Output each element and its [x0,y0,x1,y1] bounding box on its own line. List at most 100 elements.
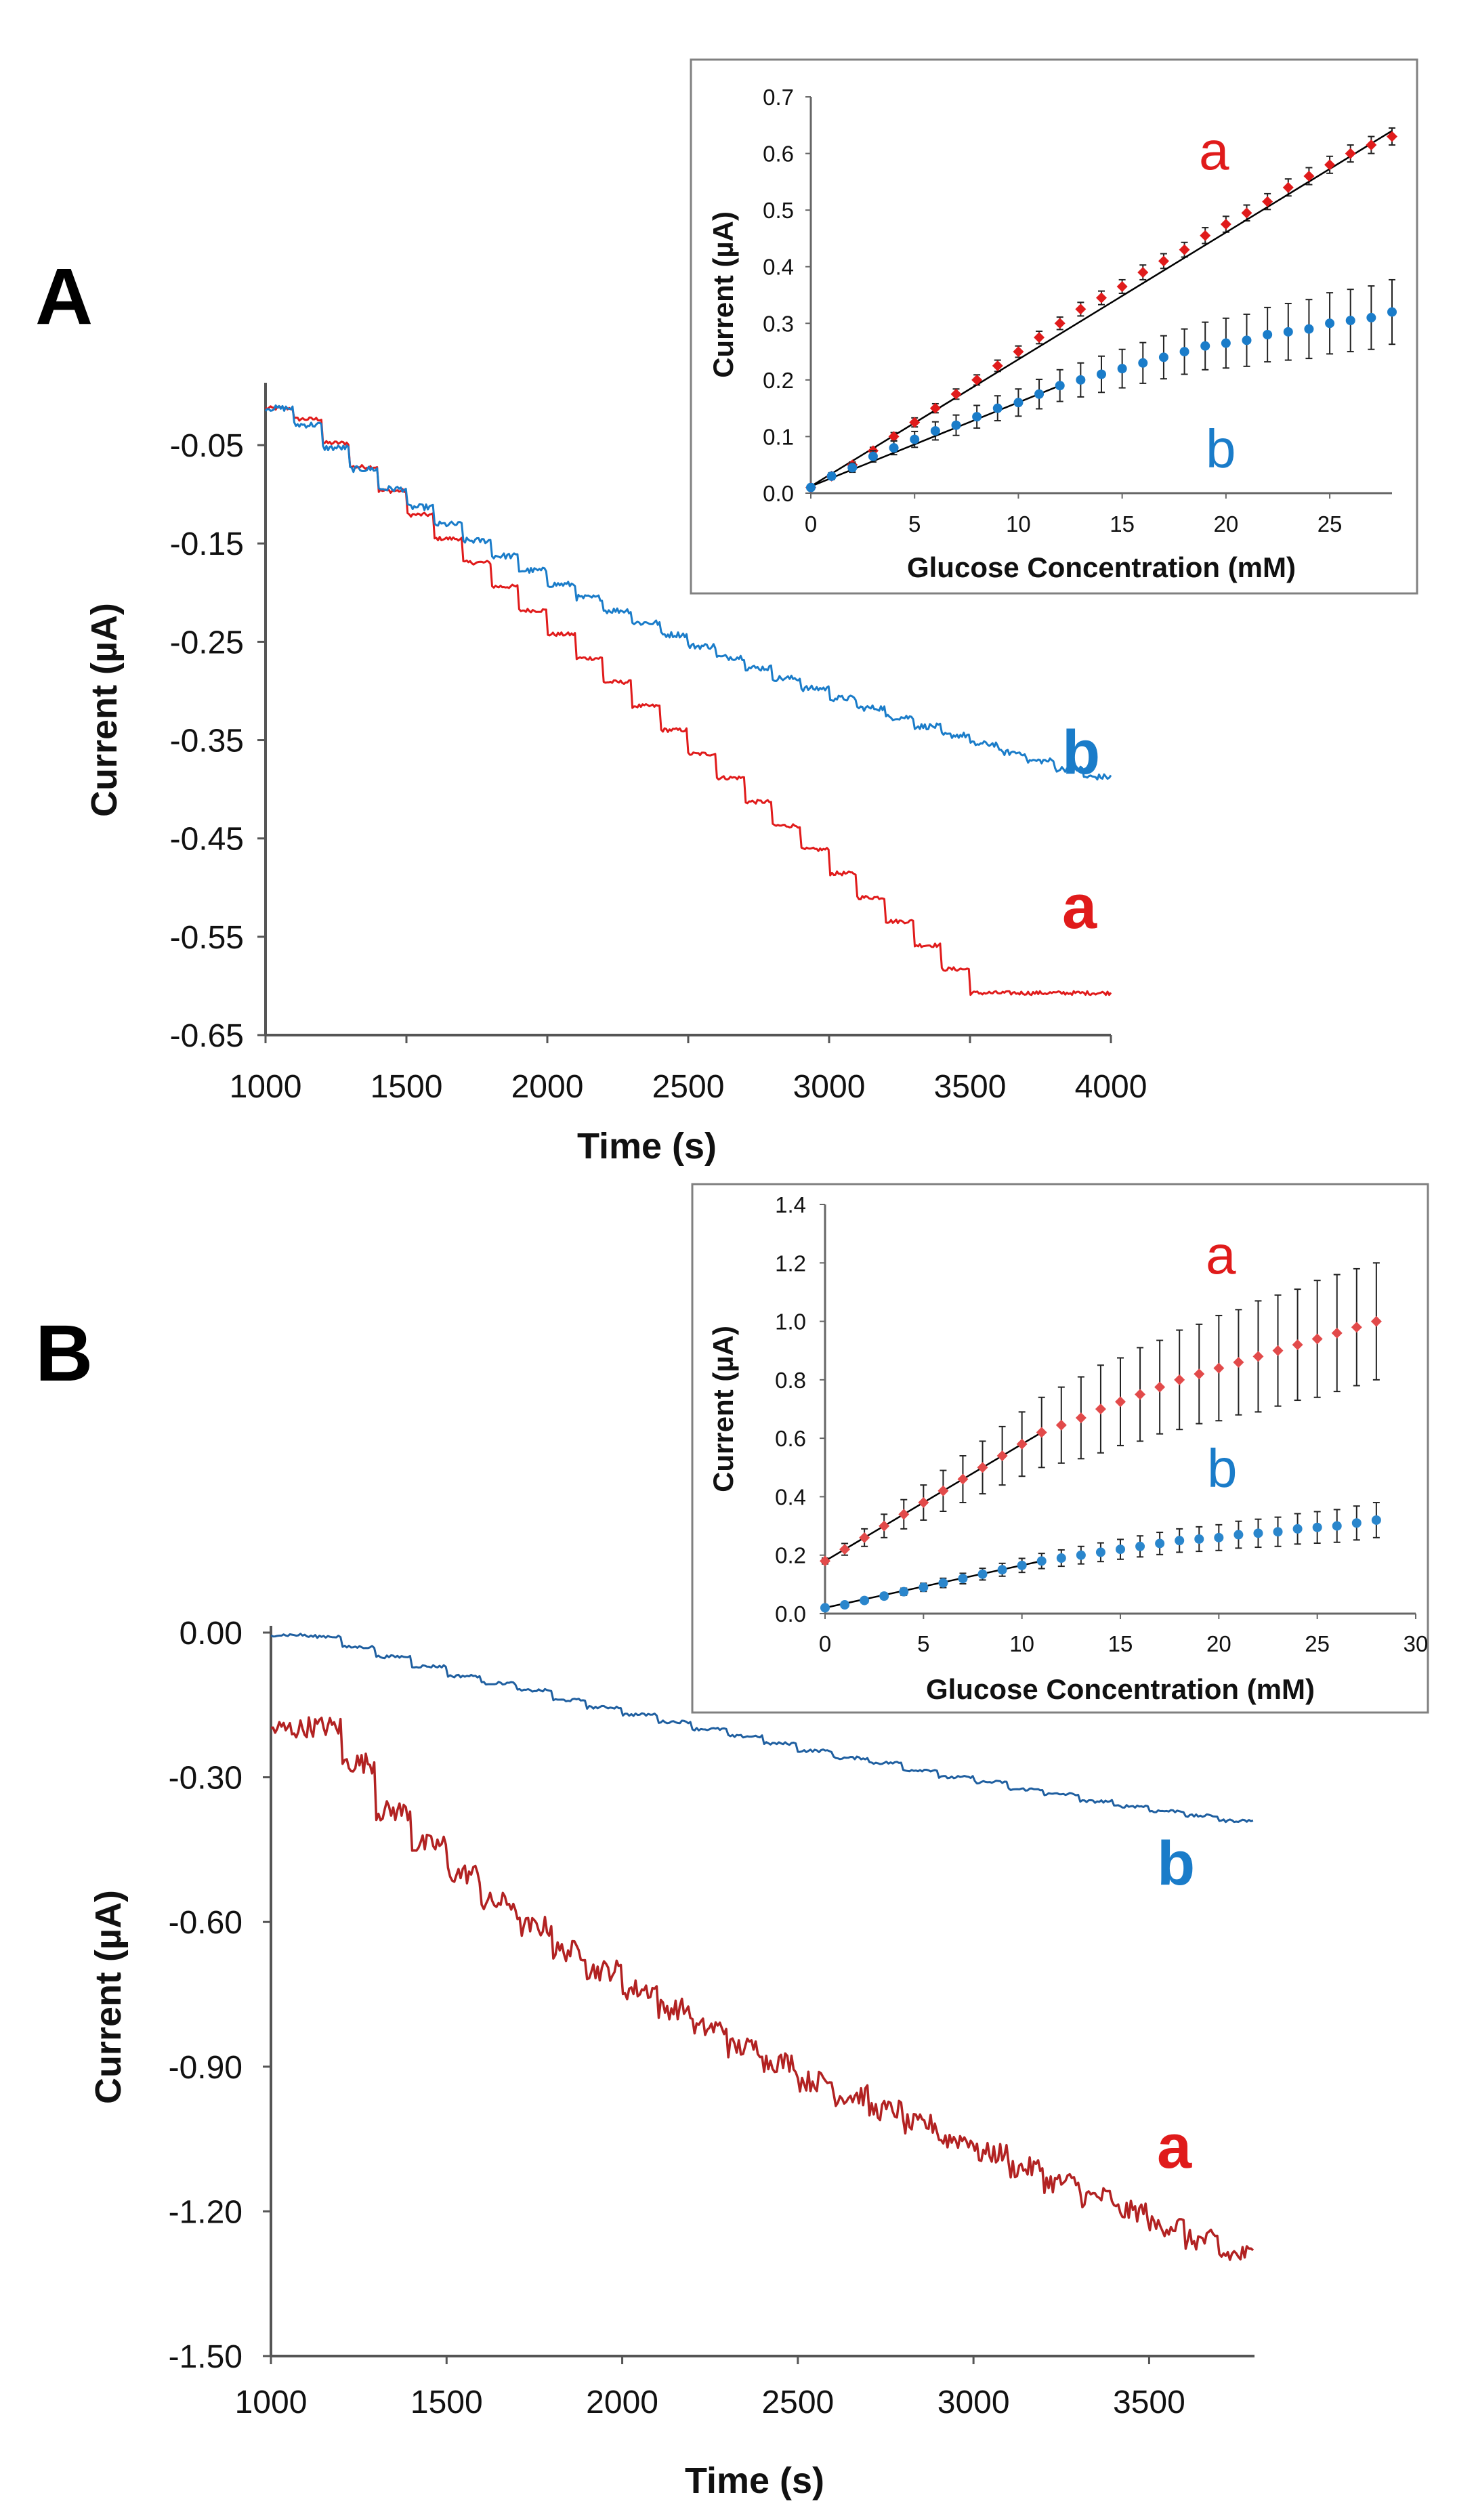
x-tick-label: 2500 [761,2385,834,2420]
series-a-point [888,431,900,442]
x-tick-label: 1000 [230,1069,302,1105]
series-a-trace [270,1716,1254,2261]
series-b-point [1095,1547,1105,1557]
y-tick-label: 0.0 [763,481,794,506]
series-a-point [1055,1419,1067,1431]
series-b-point [1017,1560,1027,1570]
series-b-point [1013,398,1024,408]
series-b-point [1135,1541,1145,1551]
x-tick-label: 10 [1006,511,1031,537]
series-a-point [1054,318,1066,329]
series-b-point [879,1591,889,1601]
series-a-point [1241,207,1252,219]
x-tick-label: 1500 [371,1069,443,1105]
x-tick-label: 3500 [934,1069,1007,1105]
series-b-point [992,403,1003,413]
series-a-point [1034,332,1045,343]
series-a-point [1174,1374,1185,1385]
y-tick-label: -0.25 [170,625,244,660]
inset-series-label-b: b [1206,419,1236,479]
series-b-point [1175,1536,1185,1546]
y-tick-label: 0.2 [763,368,794,393]
panel-a-inset-chart: 0 5 10 15 20 25 0.0 0.1 0.2 0.3 0.4 0.5 0.6 0.7 Gluc… [707,85,1397,583]
series-a-point [929,402,941,414]
series-a-point [1016,1438,1028,1450]
series-b-point [847,463,858,473]
x-tick-labels: 1000 1500 2000 2500 3000 3500 4000 [230,1035,1147,1105]
series-b-point [1371,1515,1381,1525]
inset-y-tick-labels: 0.0 0.2 0.4 0.6 0.8 1.0 1.2 1.4 [775,1192,825,1626]
y-tick-label: 0.8 [775,1368,806,1393]
series-a-point [992,360,1003,371]
y-tick-label: 1.4 [775,1192,806,1217]
series-a-point [1252,1351,1264,1362]
series-label-a: a [1062,873,1097,942]
series-a-point [1075,303,1087,315]
series-a-point [1370,1316,1382,1327]
x-tick-label: 15 [1108,1631,1133,1656]
inset-x-axis-title: Glucose Concentration (mM) [907,551,1296,583]
series-b-point [997,1565,1007,1575]
series-b-point [860,1595,870,1605]
y-tick-label: 0.3 [763,311,794,336]
panel-label-b: B [35,1309,93,1398]
y-tick-label: 0.1 [763,424,794,449]
y-tick-label: 0.0 [775,1601,806,1626]
y-tick-label: 0.4 [763,255,794,280]
series-a-point [971,374,983,385]
x-tick-label: 15 [1110,511,1135,537]
series-b-point [1117,364,1127,374]
y-tick-label: -0.45 [170,822,244,858]
y-axis-title: Current (µA) [88,1890,129,2104]
x-tick-label: 2500 [652,1069,725,1105]
y-tick-label: -0.30 [169,1761,243,1797]
series-b-point [919,1582,929,1593]
series-b-point [972,412,982,422]
inset-series-label-a: a [1206,1225,1236,1285]
y-tick-label: 0.00 [180,1616,243,1652]
series-a-point [1158,255,1169,267]
series-b-point [820,1603,830,1613]
series-a-point [1095,1404,1106,1414]
series-a-point [1345,148,1356,159]
x-axis-title: Time (s) [577,1126,717,1167]
series-b-point [1076,375,1086,385]
series-a-point [909,417,921,428]
series-a-point [1311,1333,1323,1345]
series-layer [270,1633,1254,2261]
y-tick-labels: -0.05 -0.15 -0.25 -0.35 -0.45 -0.55 -0.65 [170,428,266,1054]
x-tick-label: 4000 [1075,1069,1147,1105]
x-tick-labels: 1000 1500 2000 2500 3000 3500 [235,2356,1185,2420]
series-b-point [1345,316,1355,326]
x-tick-label: 2000 [586,2385,658,2420]
y-tick-label: 0.5 [763,198,794,223]
series-a-point [996,1450,1008,1462]
x-tick-label: 3500 [1113,2385,1185,2420]
series-b-point [1097,369,1106,379]
series-b-point [1273,1527,1283,1537]
y-axis-title: Current (µA) [84,603,125,817]
series-b-trace [270,1633,1254,1824]
series-b-point [1055,381,1065,391]
series-a-point [1036,1427,1047,1438]
series-b-point [826,471,837,481]
series-b-point [1366,312,1376,322]
x-tick-label: 3000 [793,1069,866,1105]
series-a-point [1194,1368,1205,1380]
series-a-point [957,1473,969,1485]
series-label-b: b [1062,718,1100,787]
series-layer [264,404,1112,996]
series-b-point [1214,1532,1224,1542]
series-b-point [1253,1528,1263,1538]
series-a-point [1135,1389,1146,1400]
inset-b-frame [691,1183,1429,1714]
series-b-point [1155,1538,1165,1549]
series-a-point [898,1509,910,1520]
series-a-point [1303,171,1315,182]
series-b-point [1158,352,1168,362]
y-tick-labels: 0.00 -0.30 -0.60 -0.90 -1.20 -1.50 [169,1616,271,2375]
inset-y-axis-title: Current (µA) [707,1326,739,1492]
series-a-point [1387,131,1397,142]
panel-label-a: A [35,252,93,341]
